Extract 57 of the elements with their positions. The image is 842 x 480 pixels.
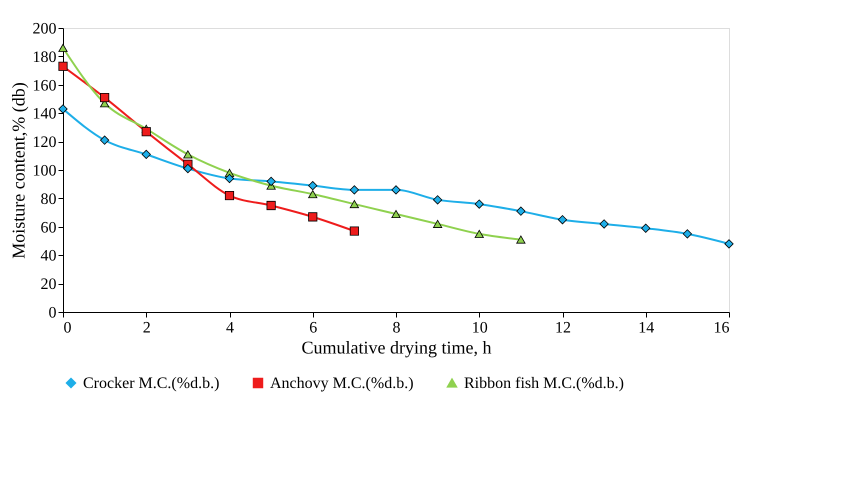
- y-tick-label: 60: [40, 219, 56, 236]
- point: [142, 127, 151, 136]
- y-tick-label: 0: [48, 304, 56, 322]
- point: [724, 239, 734, 248]
- y-tick-label: 180: [32, 48, 56, 66]
- x-tick-label: 4: [226, 320, 234, 336]
- point: [516, 206, 526, 216]
- point: [100, 136, 110, 145]
- y-tick-label: 160: [32, 77, 56, 94]
- point: [183, 164, 192, 174]
- x-tick-label: 12: [555, 320, 571, 336]
- y-tick-label: 120: [32, 134, 56, 152]
- point: [433, 220, 442, 228]
- legend-label: Anchovy M.C.(%d.b.): [270, 375, 414, 392]
- y-tick-label: 40: [40, 248, 56, 265]
- y-tick-label: 20: [40, 276, 56, 294]
- point: [391, 210, 401, 218]
- point: [308, 212, 318, 222]
- y-tick-label: 100: [32, 162, 56, 180]
- point: [183, 150, 192, 158]
- x-tick-label: 16: [714, 320, 730, 336]
- y-axis-title: Moisture content,% (db): [8, 82, 28, 259]
- x-tick-label: 8: [392, 320, 400, 336]
- point: [266, 176, 276, 186]
- point: [224, 174, 234, 184]
- legend-label: Crocker M.C.(%d.b.): [83, 375, 220, 392]
- y-tick-label: 80: [40, 190, 56, 208]
- point: [600, 219, 609, 229]
- point: [58, 44, 68, 52]
- point: [58, 62, 68, 71]
- x-tick-label: 14: [638, 320, 654, 336]
- point: [433, 195, 442, 204]
- point: [391, 185, 401, 194]
- x-tick-label: 10: [472, 320, 488, 336]
- point: [350, 226, 359, 236]
- point: [308, 190, 318, 198]
- point: [308, 181, 318, 190]
- x-tick-label: 6: [309, 320, 318, 336]
- point: [474, 230, 484, 238]
- point: [350, 185, 359, 194]
- point: [266, 200, 276, 210]
- point: [58, 104, 68, 114]
- point: [474, 199, 484, 209]
- point: [100, 92, 110, 102]
- x-tick-label: 0: [64, 320, 72, 336]
- point: [516, 236, 526, 244]
- x-tick-label: 2: [142, 320, 151, 336]
- point: [224, 190, 234, 200]
- point: [682, 229, 692, 238]
- point: [142, 150, 151, 159]
- x-axis-title: Cumulative drying time, h: [302, 338, 492, 358]
- point: [350, 200, 359, 208]
- y-tick-label: 200: [32, 20, 56, 38]
- legend-label: Ribbon fish M.C.(%d.b.): [464, 375, 624, 392]
- y-tick-label: 140: [32, 106, 56, 123]
- point: [641, 224, 650, 233]
- point: [558, 215, 568, 224]
